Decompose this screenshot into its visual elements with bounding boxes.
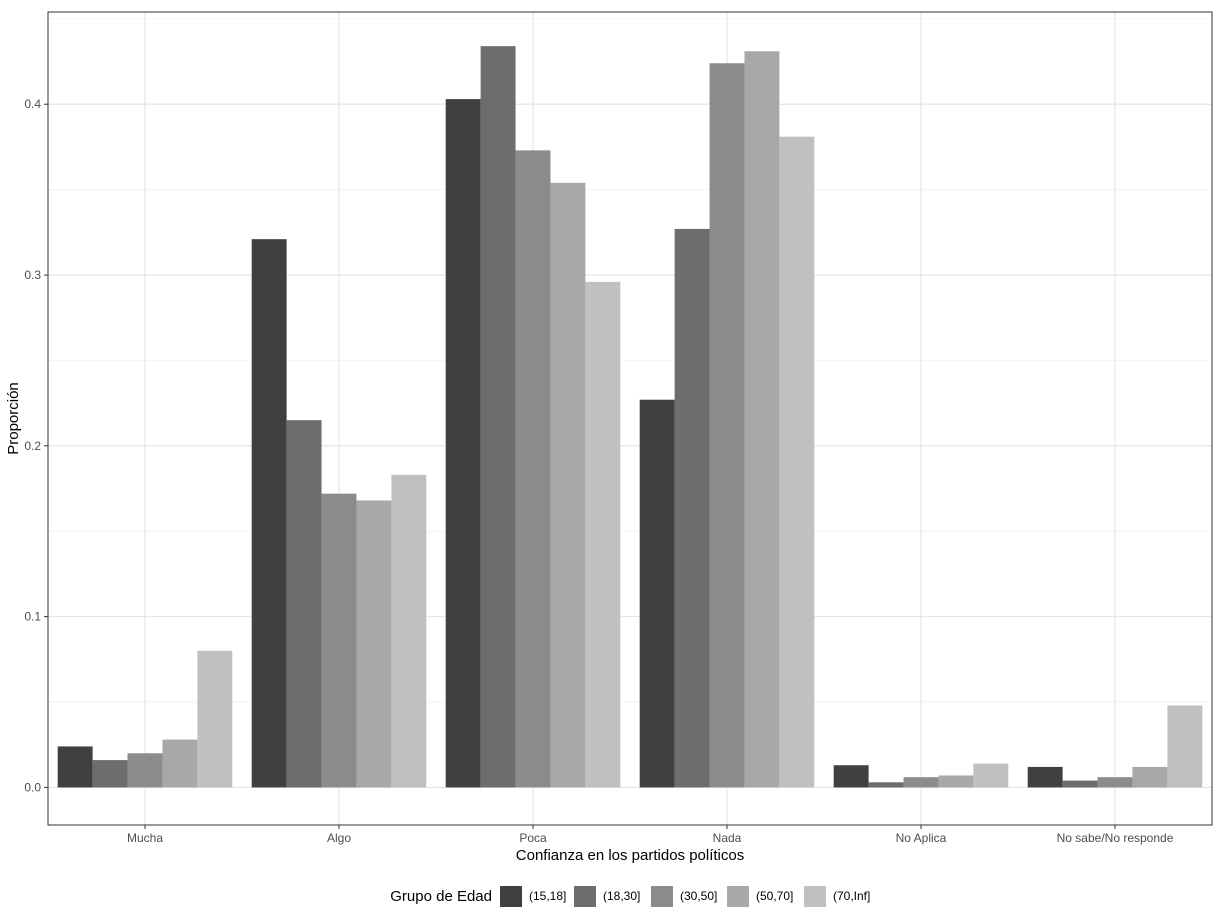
legend: Grupo de Edad (15,18] (18,30] (30,50] (50,7…	[390, 886, 870, 907]
legend-key	[500, 886, 522, 907]
legend-label: (30,50]	[680, 889, 717, 903]
legend-key	[804, 886, 826, 907]
x-tick-label: Mucha	[127, 831, 163, 845]
bar	[709, 63, 745, 788]
bar	[197, 650, 233, 788]
y-tick-label: 0.3	[24, 268, 41, 282]
bar	[938, 775, 974, 788]
bar	[674, 228, 710, 788]
bar	[1167, 705, 1203, 788]
bar	[286, 420, 322, 788]
legend-label: (50,70]	[756, 889, 793, 903]
bar	[744, 51, 780, 788]
x-tick-label: No sabe/No responde	[1057, 831, 1174, 845]
bar	[92, 760, 128, 788]
bar	[1132, 766, 1168, 788]
bar-layer	[57, 46, 1203, 788]
x-axis-ticks: Mucha Algo Poca Nada No Aplica No sabe/No res…	[127, 825, 1174, 845]
legend-label: (18,30]	[603, 889, 640, 903]
bar	[251, 239, 287, 788]
x-tick-label: Nada	[713, 831, 742, 845]
bar	[1027, 766, 1063, 788]
y-tick-label: 0.4	[24, 97, 41, 111]
legend-label: (70,Inf]	[833, 889, 870, 903]
legend-key	[574, 886, 596, 907]
bar	[973, 763, 1009, 788]
bar	[639, 399, 675, 788]
bar	[445, 99, 481, 788]
bar	[480, 46, 516, 788]
y-tick-label: 0.1	[24, 610, 41, 624]
bar	[356, 500, 392, 788]
legend-key	[651, 886, 673, 907]
y-axis-title: Proporción	[5, 382, 22, 455]
x-tick-label: Algo	[327, 831, 351, 845]
bar	[1062, 780, 1098, 788]
bar	[868, 782, 904, 788]
bar	[321, 493, 357, 788]
bar	[515, 150, 551, 788]
y-tick-label: 0.2	[24, 439, 41, 453]
bar	[903, 777, 939, 788]
bar	[585, 281, 621, 788]
x-tick-label: No Aplica	[896, 831, 947, 845]
x-axis-title: Confianza en los partidos políticos	[516, 847, 744, 864]
plot-panel-border	[47, 11, 1213, 826]
bar	[833, 765, 869, 788]
legend-key	[727, 886, 749, 907]
legend-title: Grupo de Edad	[390, 888, 492, 905]
x-tick-label: Poca	[519, 831, 547, 845]
y-tick-label: 0.0	[24, 780, 41, 794]
bar	[127, 753, 163, 788]
bar	[1097, 777, 1133, 788]
bar	[550, 182, 586, 788]
bar	[57, 746, 93, 788]
bar	[162, 739, 198, 788]
y-axis-ticks: 0.0 0.1 0.2 0.3 0.4	[24, 97, 48, 794]
bar	[391, 474, 427, 788]
legend-label: (15,18]	[529, 889, 566, 903]
bar	[779, 136, 815, 788]
